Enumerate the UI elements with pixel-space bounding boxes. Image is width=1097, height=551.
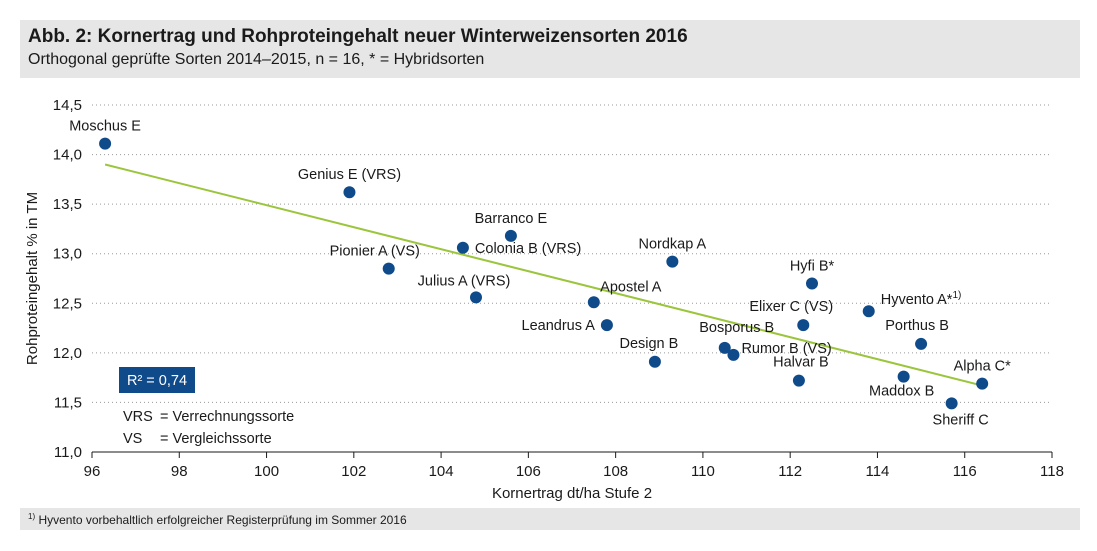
data-point bbox=[99, 137, 112, 150]
footnote-ref: 1) bbox=[952, 290, 961, 301]
chart-footer: 1) Hyvento vorbehaltlich erfolgreicher R… bbox=[20, 508, 1080, 530]
x-tick-label: 102 bbox=[341, 463, 366, 480]
y-tick-label: 11,5 bbox=[54, 394, 82, 411]
x-tick-label: 108 bbox=[603, 463, 628, 480]
data-point bbox=[862, 305, 875, 318]
point-label: Design B bbox=[619, 336, 678, 352]
data-point bbox=[504, 229, 517, 242]
point-label: Hyvento A*1) bbox=[881, 290, 962, 308]
data-point bbox=[648, 355, 661, 368]
y-axis-label: Rohproteingehalt % in TM bbox=[24, 192, 41, 365]
y-tick-label: 12,5 bbox=[53, 295, 82, 312]
data-points bbox=[99, 137, 989, 410]
chart-title: Abb. 2: Kornertrag und Rohproteingehalt … bbox=[28, 26, 688, 47]
y-tick-label: 11,0 bbox=[54, 444, 82, 461]
point-label: Sheriff C bbox=[933, 412, 989, 428]
y-tick-label: 14,5 bbox=[53, 97, 82, 114]
x-tick-label: 116 bbox=[953, 463, 977, 480]
point-label: Pionier A (VS) bbox=[330, 244, 420, 260]
x-tick-label: 98 bbox=[171, 463, 188, 480]
chart-header: Abb. 2: Kornertrag und Rohproteingehalt … bbox=[20, 20, 1080, 78]
legend-desc: = Verrechnungssorte bbox=[160, 409, 294, 425]
data-point bbox=[797, 319, 810, 332]
x-tick-label: 110 bbox=[691, 463, 715, 480]
point-label: Hyfi B* bbox=[790, 258, 835, 274]
data-point bbox=[382, 262, 395, 275]
data-point bbox=[976, 377, 989, 390]
point-label: Apostel A bbox=[600, 279, 662, 295]
y-tick-label: 12,0 bbox=[53, 345, 82, 362]
point-label: Porthus B bbox=[885, 318, 949, 334]
data-point bbox=[806, 277, 818, 290]
footnote-marker: 1) bbox=[28, 512, 36, 521]
legend: R² = 0,74 VRS = Verrechnungssorte VS = Vergl… bbox=[119, 367, 294, 447]
data-point bbox=[666, 255, 679, 268]
chart-subtitle: Orthogonal geprüfte Sorten 2014–2015, n … bbox=[28, 51, 485, 68]
point-label: Barranco E bbox=[475, 211, 548, 227]
point-label: Elixer C (VS) bbox=[749, 299, 833, 315]
footnote-text: Hyvento vorbehaltlich erfolgreicher Regi… bbox=[38, 513, 407, 527]
data-point bbox=[600, 319, 613, 332]
axes: 11,0 11,5 12,0 12,5 13,0 13,5 14,0 14,5 96 98 100 1… bbox=[24, 97, 1064, 502]
data-point bbox=[456, 241, 469, 254]
r-squared-label: R² = 0,74 bbox=[127, 373, 187, 389]
point-label: Julius A (VRS) bbox=[418, 273, 511, 289]
y-tick-label: 14,0 bbox=[53, 147, 82, 164]
legend-desc: = Vergleichssorte bbox=[160, 431, 272, 447]
data-point bbox=[727, 348, 740, 361]
point-label: Halvar B bbox=[773, 355, 829, 371]
point-label: Alpha C* bbox=[954, 359, 1012, 375]
x-tick-label: 106 bbox=[516, 463, 541, 480]
data-point bbox=[792, 374, 805, 387]
x-tick-label: 96 bbox=[84, 463, 101, 480]
point-label: Rumor B (VS) bbox=[741, 341, 831, 357]
x-tick-label: 118 bbox=[1040, 463, 1064, 480]
point-label: Moschus E bbox=[69, 119, 141, 135]
data-point bbox=[897, 370, 910, 383]
x-tick-label: 112 bbox=[778, 463, 802, 480]
data-point bbox=[470, 291, 482, 304]
legend-abbr: VS bbox=[123, 431, 142, 447]
trendline bbox=[104, 163, 983, 387]
y-tick-label: 13,0 bbox=[53, 246, 82, 263]
x-tick-label: 100 bbox=[254, 463, 279, 480]
data-point bbox=[945, 397, 958, 410]
point-label: Leandrus A bbox=[522, 318, 596, 334]
data-point bbox=[718, 341, 731, 354]
grid-lines bbox=[92, 104, 1052, 403]
point-label: Colonia B (VRS) bbox=[475, 241, 581, 257]
data-point bbox=[587, 296, 600, 309]
r-squared-box bbox=[119, 367, 195, 393]
data-point bbox=[915, 337, 928, 350]
x-tick-label: 114 bbox=[865, 463, 889, 480]
point-label: Maddox B bbox=[869, 384, 934, 400]
legend-abbr: VRS bbox=[123, 409, 153, 425]
point-labels: Moschus E Genius E (VRS) Barranco E Colonia… bbox=[69, 119, 1011, 429]
y-tick-label: 13,5 bbox=[53, 196, 82, 213]
point-label: Bosporus B bbox=[699, 320, 774, 336]
data-point bbox=[343, 186, 356, 199]
point-label: Genius E (VRS) bbox=[298, 167, 401, 183]
footnote: 1) Hyvento vorbehaltlich erfolgreicher R… bbox=[28, 512, 407, 527]
x-axis-label: Kornertrag dt/ha Stufe 2 bbox=[492, 485, 652, 502]
point-label: Nordkap A bbox=[639, 237, 707, 253]
x-tick-label: 104 bbox=[429, 463, 454, 480]
trendline-group bbox=[104, 163, 983, 387]
